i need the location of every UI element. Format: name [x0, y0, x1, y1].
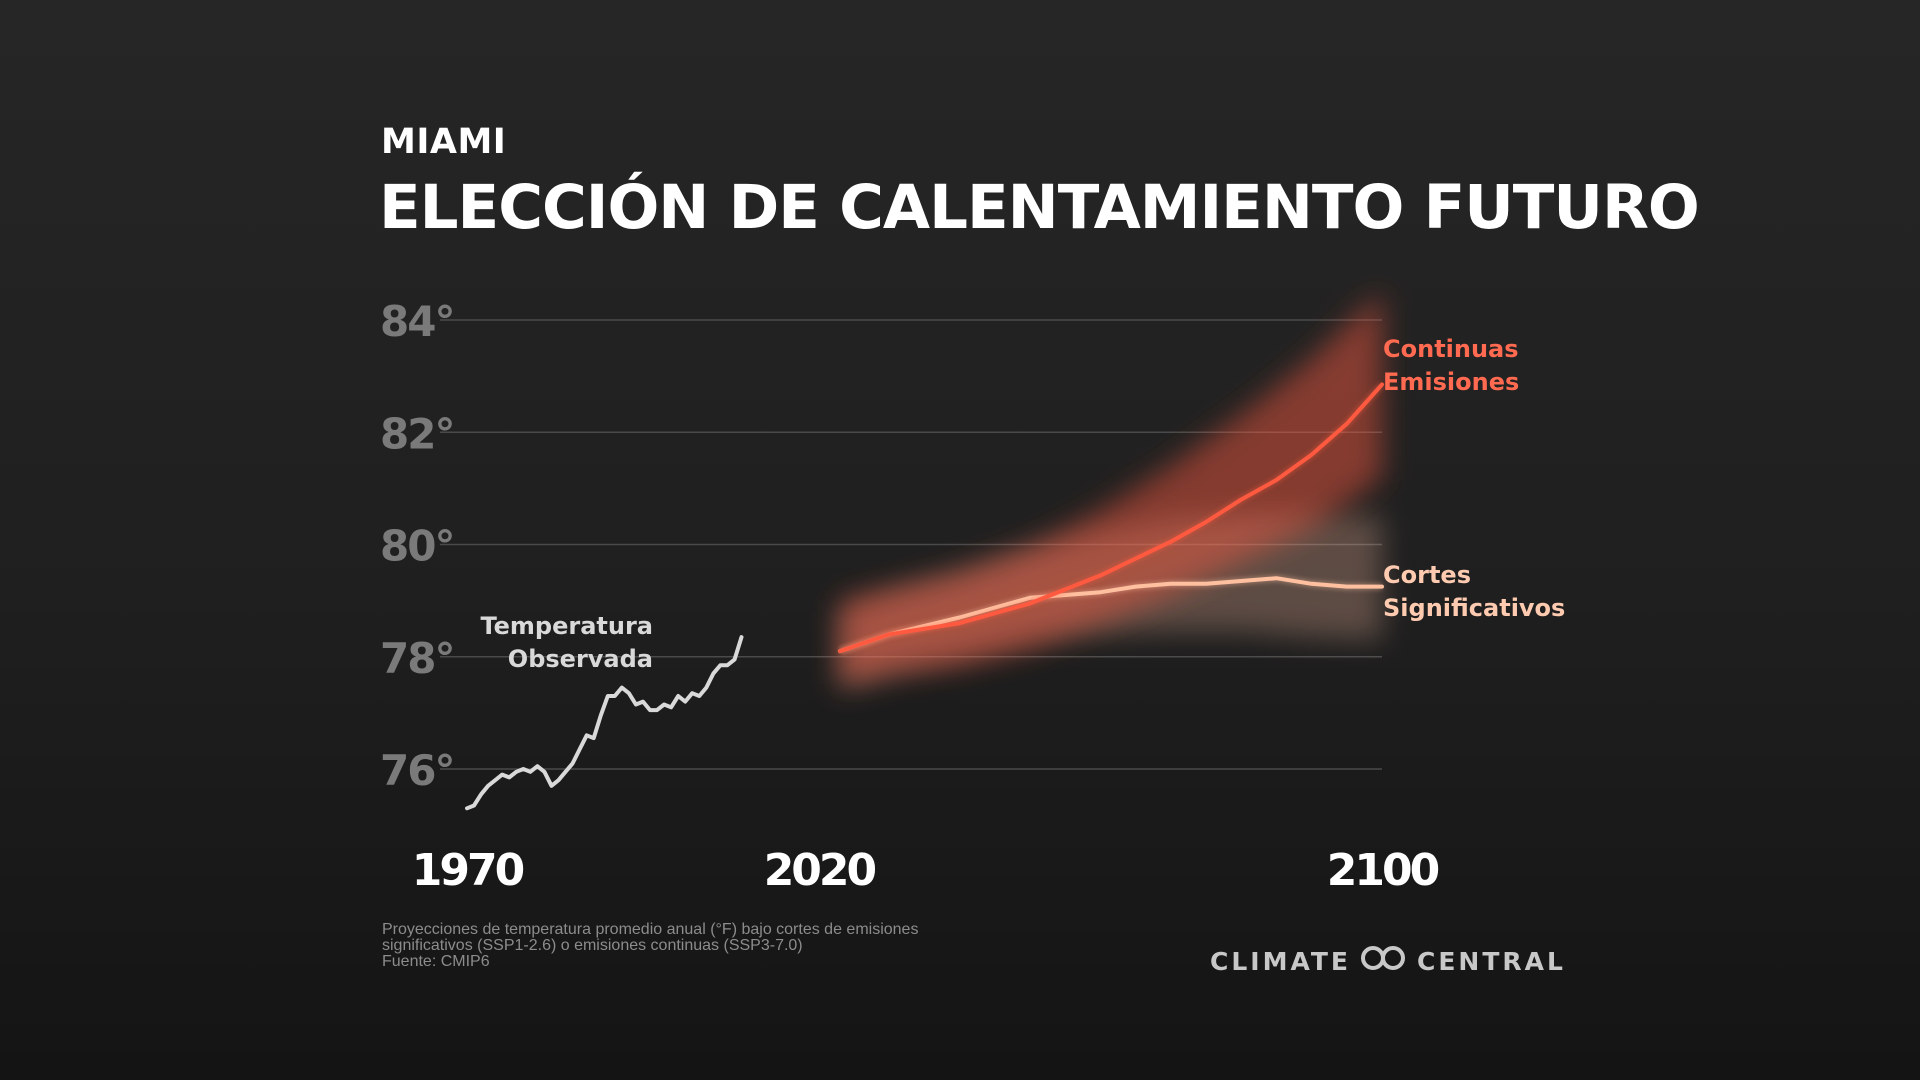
- series-lines: [465, 382, 1385, 811]
- infinity-loop-icon: [1357, 944, 1409, 978]
- cuts-series-label-line-2: Significativos: [1383, 594, 1565, 622]
- y-tick-label-76: 76°: [380, 746, 453, 795]
- continued-series-label-line-1: Continuas: [1383, 335, 1519, 363]
- continued-uncertainty-band: [840, 291, 1382, 685]
- continued-line: [838, 382, 1384, 654]
- y-tick-label-82: 82°: [380, 409, 453, 458]
- chart-title: ELECCIÓN DE CALENTAMIENTO FUTURO: [379, 172, 1700, 243]
- x-tick-label-1970: 1970: [412, 845, 524, 896]
- footnote-line-1: Proyecciones de temperatura promedio anu…: [382, 921, 919, 938]
- x-tick-label-2020: 2020: [764, 845, 876, 896]
- y-tick-label-84: 84°: [380, 297, 453, 346]
- y-tick-label-78: 78°: [380, 634, 453, 683]
- logo-text-left: CLIMATE: [1210, 946, 1351, 976]
- chart-footnote: Proyecciones de temperatura promedio anu…: [382, 922, 1002, 970]
- x-tick-label-2100: 2100: [1327, 845, 1439, 896]
- observed-series-label-line-1: Temperatura: [480, 612, 653, 640]
- climate-central-logo: CLIMATE CENTRAL: [1210, 943, 1566, 979]
- cuts-series-label-line-1: Cortes: [1383, 561, 1471, 589]
- y-tick-label-80: 80°: [380, 522, 453, 571]
- observed-line: [465, 635, 744, 811]
- cuts-line: [838, 576, 1384, 654]
- continued-series-label-line-2: Emisiones: [1383, 368, 1519, 396]
- footnote-line-2: significativos (SSP1-2.6) o emisiones co…: [382, 937, 803, 954]
- logo-text-right: CENTRAL: [1417, 946, 1566, 976]
- labels: 76° 78° 80° 82° 84° 1970 2020 2100 Temperatura Ob…: [380, 297, 1565, 896]
- uncertainty-bands: [840, 291, 1382, 691]
- observed-series-label-line-2: Observada: [508, 645, 653, 673]
- footnote-line-3: Fuente: CMIP6: [382, 953, 490, 970]
- city-subtitle: MIAMI: [381, 122, 507, 162]
